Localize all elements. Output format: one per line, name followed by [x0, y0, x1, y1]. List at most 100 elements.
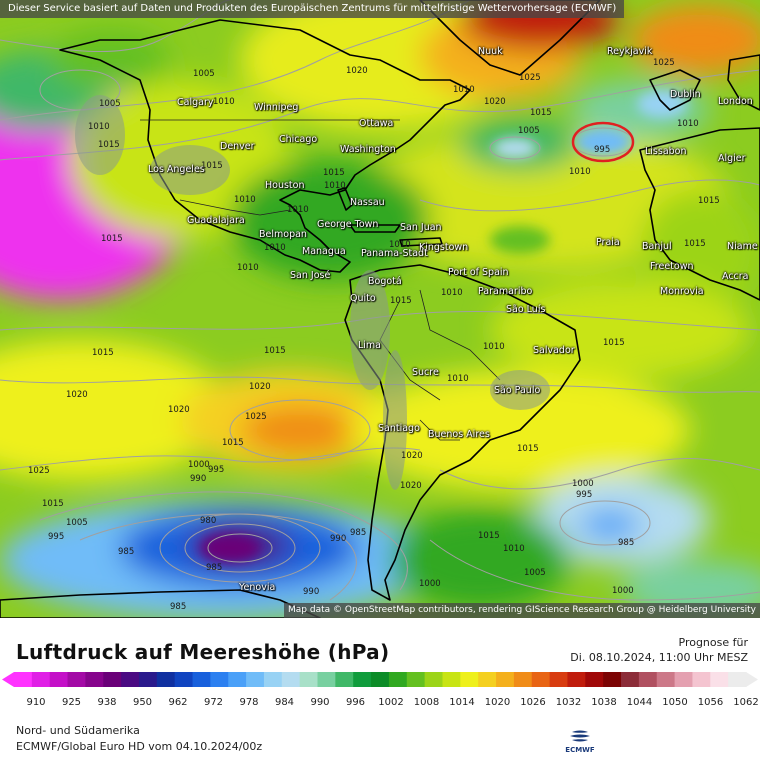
isobar-label: 1000 [419, 579, 441, 589]
city-label: São Paulo [494, 385, 541, 396]
map-canvas [0, 0, 760, 618]
forecast-label: Prognose für [678, 636, 749, 649]
city-label: Niame [727, 241, 758, 252]
storm-highlight-circle [571, 121, 635, 163]
scale-tick-label: 978 [239, 697, 259, 708]
color-scale-swatch [31, 672, 51, 687]
city-label: Lissabon [645, 146, 687, 157]
city-label: Dublin [670, 89, 701, 100]
isobar-label: 1025 [28, 466, 50, 476]
color-scale-swatch [531, 672, 551, 687]
color-scale-swatch [246, 672, 265, 687]
isobar-label: 1020 [168, 405, 190, 415]
isobar-label: 995 [594, 145, 611, 155]
city-label: Lima [358, 340, 382, 351]
color-scale-swatch [710, 672, 729, 687]
color-scale-swatch [460, 672, 479, 687]
color-scale-swatch [496, 672, 515, 687]
legend-title: Luftdruck auf Meereshöhe (hPa) [16, 640, 390, 664]
isobar-label: 1015 [603, 338, 625, 348]
color-scale-swatch [371, 672, 390, 687]
isobar-label: 1015 [42, 499, 64, 509]
isobar-label: 1020 [484, 97, 506, 107]
color-scale-swatch [728, 672, 747, 687]
color-scale-swatch [228, 672, 247, 687]
isobar-label: 995 [576, 490, 593, 500]
forecast-date: Di. 08.10.2024, 11:00 Uhr MESZ [570, 651, 748, 664]
city-label: Chicago [279, 134, 318, 145]
isobar-label: 1000 [572, 479, 594, 489]
isobar-label: 985 [350, 528, 367, 538]
color-scale-swatch [192, 672, 211, 687]
isobar-label: 1010 [264, 243, 286, 253]
isobar-label: 1010 [441, 288, 463, 298]
scale-arrow-left [2, 672, 14, 687]
color-scale-swatch [210, 672, 229, 687]
city-label: Washington [340, 144, 396, 155]
isobar-label: 1015 [478, 531, 500, 541]
color-scale-swatch [424, 672, 443, 687]
city-label: Yenovia [239, 582, 276, 593]
scale-tick-label: 1062 [733, 697, 759, 708]
color-scale-swatch [299, 672, 319, 687]
city-label: Ottawa [359, 118, 394, 129]
isobar-label: 990 [330, 534, 347, 544]
city-label: Accra [722, 271, 749, 282]
isobar-label: 1020 [346, 66, 368, 76]
color-scale-swatch [281, 672, 301, 687]
city-label: Kingstown [419, 242, 469, 253]
city-label: Nassau [350, 197, 385, 208]
city-label: Panama-Stadt [361, 248, 428, 259]
city-label: Praia [596, 237, 620, 248]
scale-tick-label: 984 [274, 697, 295, 708]
scale-tick-label: 1002 [378, 697, 404, 708]
isobar-label: 1005 [193, 69, 215, 79]
color-scale-swatch [85, 672, 104, 687]
ecmwf-logo-text: ECMWF [565, 746, 595, 754]
isobar-label: 985 [170, 602, 187, 612]
scale-tick-label: 1056 [697, 697, 724, 708]
color-scale-bar [2, 672, 758, 687]
isobar-label: 1015 [92, 348, 114, 358]
color-scale-swatch [478, 672, 497, 687]
isobar-label: 1015 [684, 239, 706, 249]
scale-tick-label: 925 [61, 697, 82, 708]
pressure-map[interactable]: Dieser Service basiert auf Daten und Pro… [0, 0, 760, 618]
isobar-label: 1010 [447, 374, 469, 384]
isobar-label: 1015 [201, 161, 223, 171]
scale-tick-label: 910 [26, 697, 46, 708]
scale-tick-label: 1044 [626, 697, 653, 708]
city-label: Los Angeles [148, 164, 205, 175]
isobar-label: 990 [303, 587, 320, 597]
isobar-label: 1015 [264, 346, 286, 356]
scale-tick-label: 1038 [591, 697, 617, 708]
city-label: San José [290, 270, 331, 281]
scale-tick-label: 990 [310, 697, 330, 708]
isobar-label: 1005 [518, 126, 540, 136]
color-scale-swatch [138, 672, 158, 687]
map-credit: Map data © OpenStreetMap contributors, r… [284, 603, 760, 618]
city-label: London [718, 96, 753, 107]
city-label: Buenos Aires [428, 429, 490, 440]
color-scale-swatch [656, 672, 676, 687]
isobar-label: 1000 [188, 460, 210, 470]
color-scale-swatch [14, 672, 33, 687]
isobar-label: 1020 [400, 481, 422, 491]
city-label: San Juan [400, 222, 442, 233]
city-label: Algier [718, 153, 746, 164]
city-label: Nuuk [478, 46, 503, 57]
city-label: Paramaribo [478, 286, 533, 297]
isobar-label: 1020 [249, 382, 271, 392]
color-scale-swatch [513, 672, 533, 687]
isobar-label: 1010 [237, 263, 259, 273]
city-label: Houston [265, 180, 305, 191]
scale-tick-label: 1014 [449, 697, 475, 708]
color-scale-swatch [603, 672, 622, 687]
isobar-label: 1025 [653, 58, 675, 68]
isobar-label: 990 [190, 474, 207, 484]
city-label: Banjul [642, 241, 672, 252]
scale-tick-label: 962 [168, 697, 188, 708]
isobar-label: 1015 [517, 444, 539, 454]
isobar-label: 1020 [66, 390, 88, 400]
isobar-label: 1020 [401, 451, 423, 461]
